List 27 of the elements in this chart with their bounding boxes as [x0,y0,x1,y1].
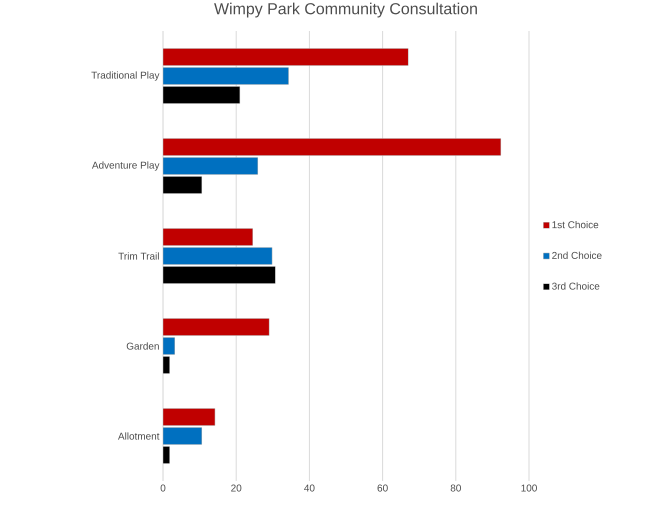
x-tick-label: 0 [160,484,166,492]
bar [163,157,258,175]
legend-label: 3rd Choice [552,282,600,290]
bar [163,48,408,66]
bar [163,318,270,336]
bar [163,138,502,156]
x-tick-label: 80 [450,484,461,492]
y-tick-label: Traditional Play [91,71,160,81]
bar [163,427,202,445]
x-tick-label: 20 [231,484,242,492]
x-tick-label: 100 [521,484,537,492]
bar [163,408,216,426]
y-tick-label: Adventure Play [92,161,160,171]
x-tick-label: 60 [378,484,388,492]
y-tick-label: Trim Trail [118,252,159,260]
bar [163,86,240,104]
legend-label: 1st Choice [552,220,598,228]
bar [163,228,253,246]
bar [163,247,272,265]
bar [163,176,202,194]
y-tick-label: Garden [126,342,159,350]
y-tick-label: Allotment [118,432,160,440]
x-tick-label: 40 [304,484,315,492]
legend-label: 2nd Choice [552,252,602,259]
chart-title: Wimpy Park Community Consultation [214,2,477,18]
bar [163,266,276,284]
bar [163,67,289,85]
